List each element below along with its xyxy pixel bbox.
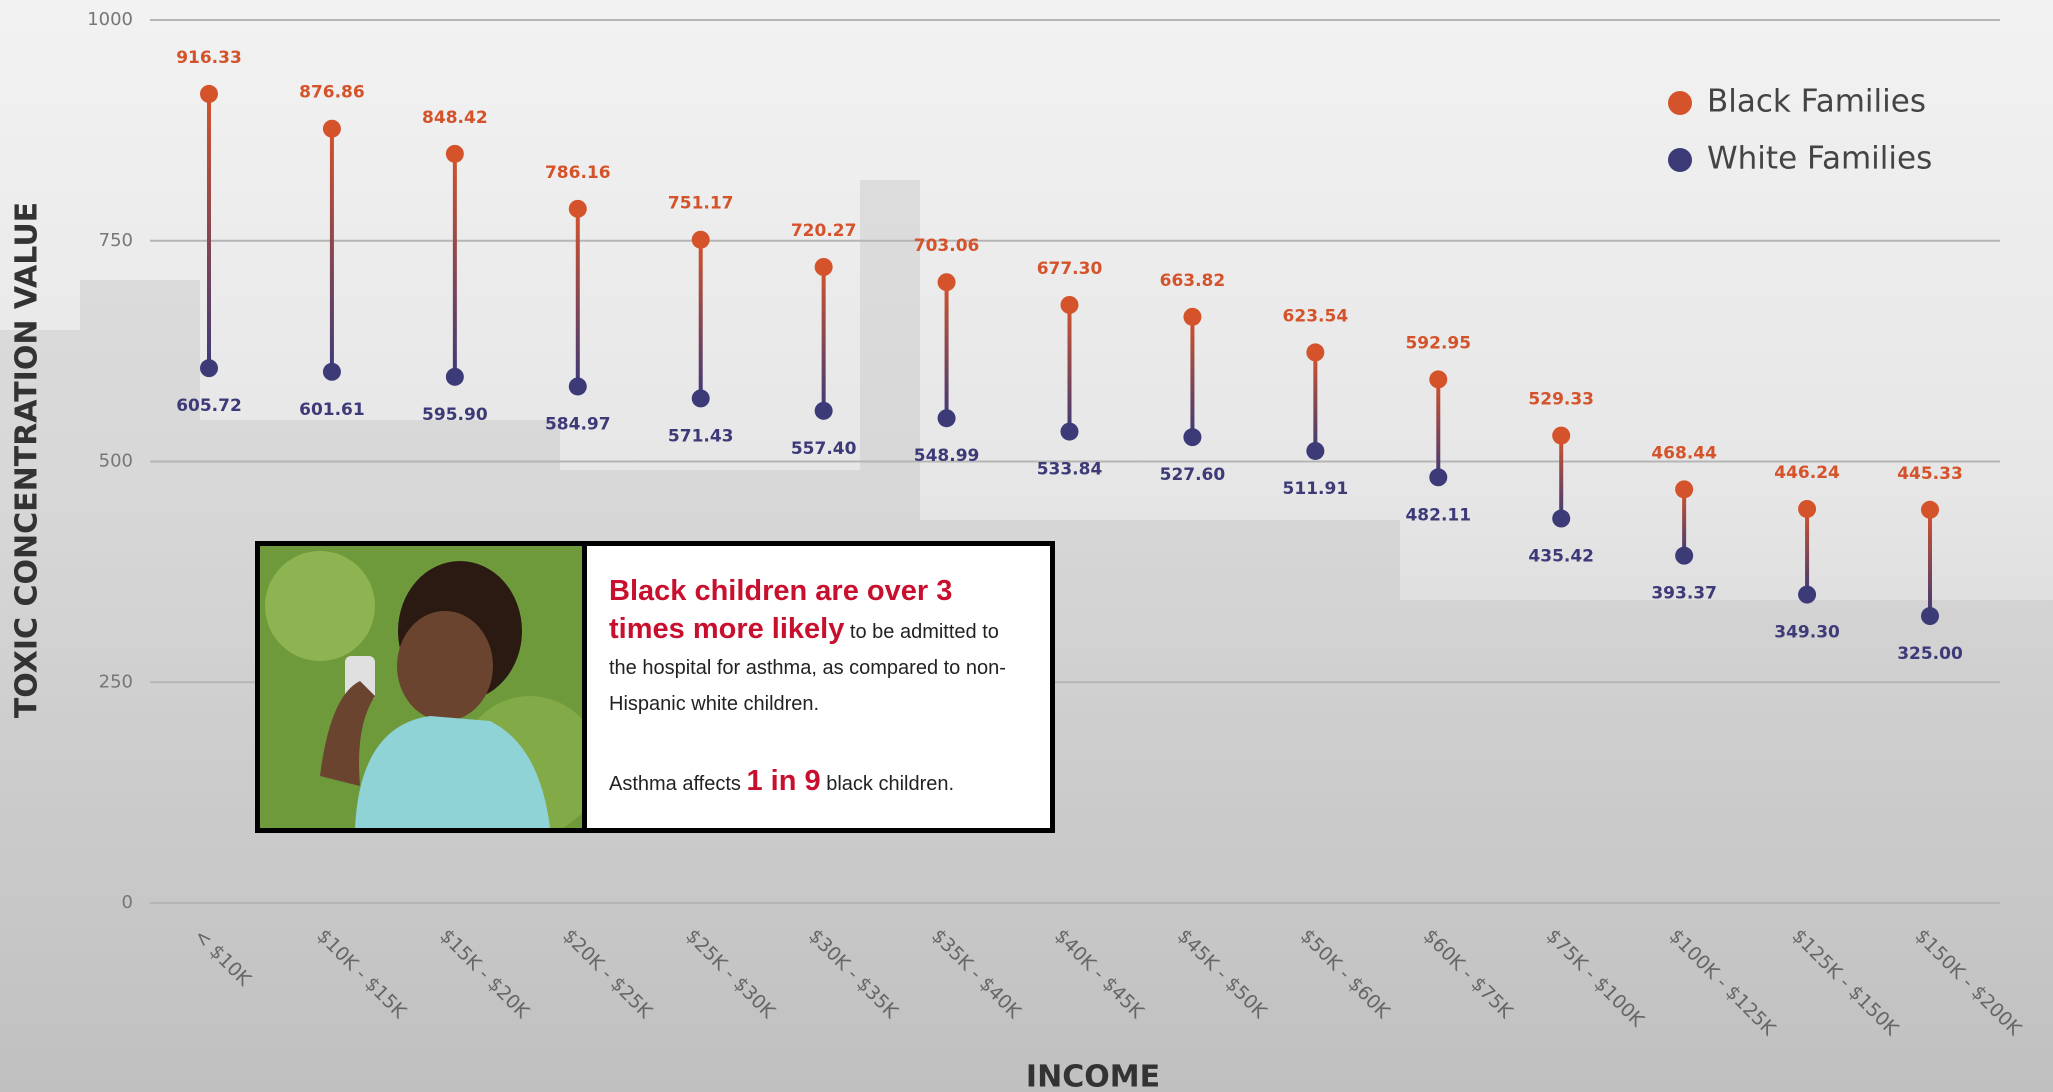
- data-label: 325.00: [1897, 644, 1963, 664]
- y-tick-label: 1000: [87, 9, 133, 30]
- dot: [1183, 307, 1202, 326]
- dot: [1675, 546, 1694, 565]
- data-label: 349.30: [1774, 623, 1840, 643]
- data-label: 527.60: [1160, 465, 1226, 485]
- dot: [445, 144, 464, 163]
- data-label: 751.17: [668, 194, 734, 214]
- data-label: 557.40: [791, 439, 857, 459]
- data-label: 605.72: [176, 396, 242, 416]
- dot: [200, 84, 218, 103]
- callout-text: Black children are over 3 times more lik…: [587, 546, 1050, 828]
- dot: [691, 230, 710, 249]
- data-label: 446.24: [1774, 463, 1840, 483]
- dot: [1798, 499, 1817, 518]
- y-axis-title: TOXIC CONCENTRATION VALUE: [10, 202, 45, 718]
- legend-marker: [1668, 148, 1692, 172]
- note-highlight: 1 in 9: [746, 765, 821, 797]
- dot: [568, 377, 587, 396]
- connector: [1928, 509, 1932, 617]
- data-label: 533.84: [1037, 460, 1103, 480]
- data-label: 393.37: [1651, 584, 1717, 604]
- connector: [1190, 316, 1195, 438]
- callout-body: to be admitted to the hospital for asthm…: [609, 621, 1006, 715]
- connector: [207, 93, 211, 369]
- note-suffix: black children.: [826, 773, 955, 795]
- connector: [1436, 379, 1441, 478]
- connector: [821, 267, 826, 411]
- y-tick-label: 0: [122, 892, 133, 913]
- connector: [944, 282, 949, 419]
- data-label: 786.16: [545, 163, 611, 183]
- data-label: 435.42: [1528, 547, 1594, 567]
- data-label: 482.11: [1405, 505, 1471, 525]
- dot: [1060, 295, 1079, 314]
- connector: [1067, 304, 1072, 432]
- dot: [200, 359, 218, 378]
- connector: [1559, 435, 1564, 519]
- dot: [1183, 428, 1202, 447]
- callout-card: Black children are over 3 times more lik…: [255, 541, 1055, 833]
- dot: [814, 258, 833, 277]
- data-label: 720.27: [791, 221, 857, 241]
- dot: [1675, 480, 1694, 499]
- dot: [322, 119, 341, 138]
- callout-headline: Black children are over 3 times more lik…: [609, 575, 953, 645]
- data-label: 677.30: [1037, 259, 1103, 279]
- connector: [698, 239, 703, 399]
- data-label: 663.82: [1160, 271, 1226, 291]
- connector: [1682, 489, 1687, 556]
- data-label: 848.42: [422, 108, 488, 128]
- dot: [937, 273, 956, 292]
- x-axis-title: INCOME: [1026, 1060, 1160, 1092]
- dot: [814, 401, 833, 420]
- dot: [1552, 426, 1571, 445]
- dot: [445, 367, 464, 386]
- data-label: 468.44: [1651, 443, 1717, 463]
- dot: [1306, 441, 1325, 460]
- data-label: 584.97: [545, 414, 611, 434]
- data-label: 571.43: [668, 426, 734, 446]
- dot: [568, 199, 587, 218]
- dot: [322, 362, 341, 381]
- data-label: 595.90: [422, 405, 488, 425]
- data-label: 529.33: [1528, 390, 1594, 410]
- connector: [329, 128, 334, 372]
- data-label: 548.99: [914, 446, 980, 466]
- connector: [452, 153, 457, 377]
- photo: [260, 546, 587, 828]
- dot: [1060, 422, 1079, 441]
- legend-label: White Families: [1707, 141, 1932, 177]
- data-label: 876.86: [299, 83, 365, 103]
- connector: [575, 208, 580, 387]
- y-tick-label: 750: [99, 230, 133, 251]
- dot: [691, 389, 710, 408]
- data-label: 623.54: [1283, 306, 1349, 326]
- dot: [1306, 343, 1325, 362]
- dot: [1429, 468, 1448, 487]
- dot: [1552, 509, 1571, 528]
- legend-label: Black Families: [1707, 84, 1926, 120]
- data-label: 916.33: [176, 48, 242, 68]
- legend-marker: [1668, 91, 1692, 115]
- dot: [1429, 370, 1448, 389]
- dot: [1798, 585, 1817, 604]
- connector: [1313, 352, 1318, 451]
- connector: [1805, 508, 1810, 595]
- data-label: 592.95: [1405, 333, 1471, 353]
- data-label: 445.33: [1897, 464, 1963, 484]
- dot: [1921, 500, 1939, 519]
- data-label: 703.06: [914, 236, 980, 256]
- y-tick-label: 250: [99, 671, 133, 692]
- data-label: 601.61: [299, 400, 365, 420]
- dot: [937, 409, 956, 428]
- dot: [1921, 607, 1939, 626]
- data-label: 511.91: [1283, 479, 1349, 499]
- note-prefix: Asthma affects: [609, 773, 741, 795]
- callout-note: Asthma affects 1 in 9 black children.: [609, 764, 1028, 802]
- y-tick-label: 500: [99, 451, 133, 472]
